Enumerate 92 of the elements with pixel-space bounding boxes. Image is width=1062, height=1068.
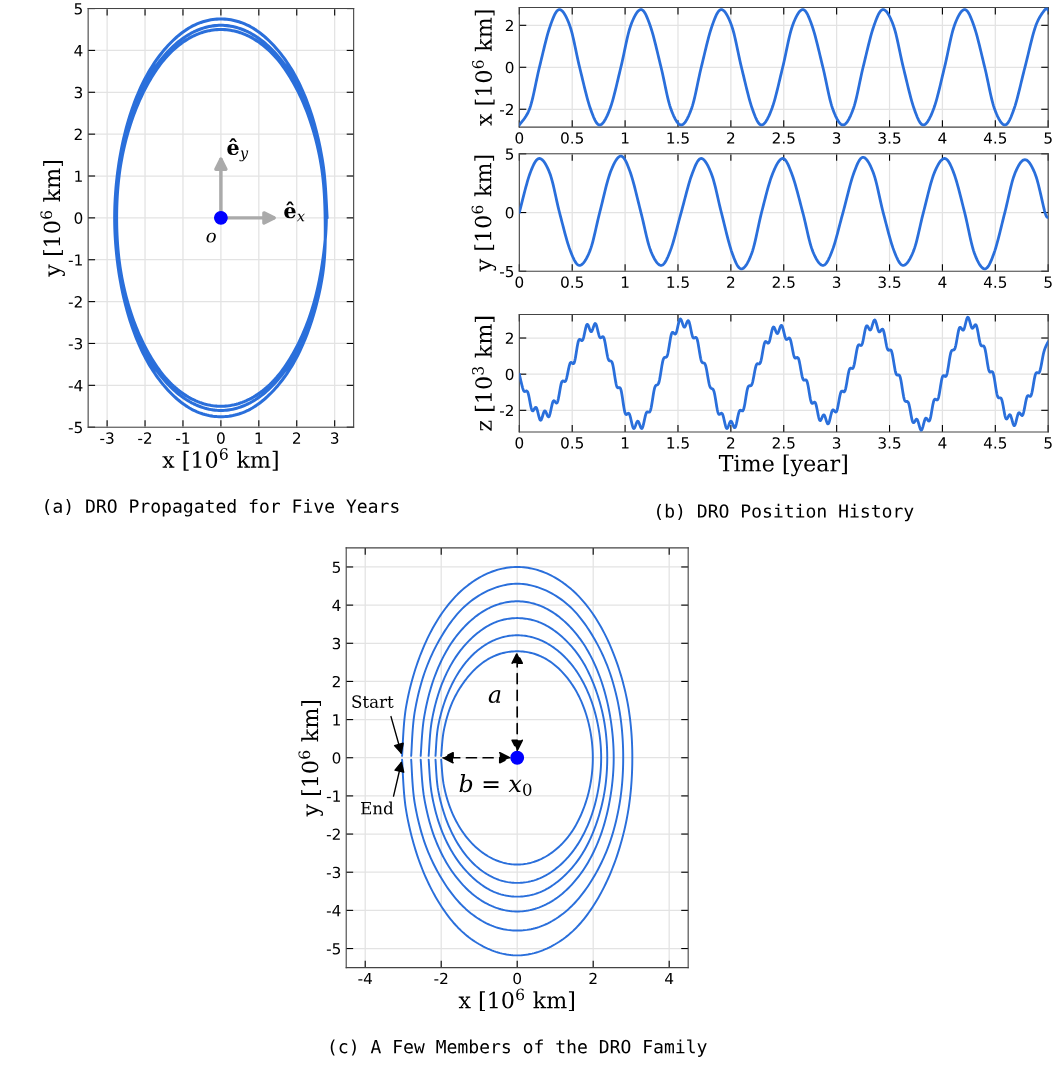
x-tick-label: 3 bbox=[832, 132, 841, 144]
x-tick-label: 1.5 bbox=[667, 437, 689, 449]
annotation: b = x$_{0}$ bbox=[459, 774, 532, 796]
y-tick-label: -5 bbox=[68, 421, 82, 434]
annotation: End bbox=[361, 801, 394, 815]
y-tick-label: 0 bbox=[74, 212, 83, 224]
x-tick-label: 0.5 bbox=[561, 437, 584, 449]
x-tick-label: 3.5 bbox=[878, 276, 901, 288]
x-tick-label: 1 bbox=[621, 437, 629, 449]
annotation: a bbox=[488, 690, 501, 704]
y-tick-label: -3 bbox=[68, 337, 83, 350]
x-tick-label: 2 bbox=[589, 972, 597, 985]
x-tick-label: 0 bbox=[515, 276, 524, 288]
y-tick-label: -3 bbox=[326, 866, 341, 879]
y-tick-label: 2 bbox=[505, 332, 513, 344]
x-axis-title: x [10$^{6}$ km] bbox=[458, 988, 574, 1012]
y-tick-label: 3 bbox=[74, 86, 83, 99]
y-axis-title: z [10$^{3}$ km] bbox=[472, 316, 495, 431]
y-tick-label: -5 bbox=[499, 265, 514, 278]
x-axis-title: Time [year] bbox=[718, 454, 847, 477]
y-tick-label: 2 bbox=[332, 675, 340, 688]
x-tick-label: 2.5 bbox=[772, 276, 795, 288]
x-tick-label: 4.5 bbox=[983, 132, 1007, 144]
y-tick-label: 0 bbox=[505, 61, 514, 74]
y-tick-label: -2 bbox=[68, 296, 82, 308]
x-tick-label: 0 bbox=[217, 432, 225, 444]
text: (c) A Few Members of the DRO Family bbox=[330, 1039, 707, 1057]
text: (a) DRO Propagated for Five Years bbox=[45, 498, 399, 517]
x-tick-label: 5 bbox=[1044, 132, 1052, 144]
x-tick-label: 1 bbox=[255, 432, 263, 444]
x-tick-label: 3.5 bbox=[878, 132, 901, 144]
x-tick-label: -2 bbox=[138, 432, 152, 444]
x-tick-label: 4 bbox=[938, 276, 947, 288]
y-tick-label: 0 bbox=[505, 368, 514, 381]
annotation: Start bbox=[352, 695, 394, 708]
x-tick-label: 3 bbox=[832, 276, 841, 288]
text: (b) DRO Position History bbox=[657, 503, 914, 522]
x-tick-label: 1 bbox=[621, 132, 629, 144]
y-tick-label: 1 bbox=[333, 714, 340, 726]
x-tick-label: 5 bbox=[1044, 437, 1052, 449]
y-tick-label: -2 bbox=[499, 404, 513, 417]
x-axis-title: x [10$^{6}$ km] bbox=[162, 448, 278, 471]
y-axis-title: y [10$^{6}$ km] bbox=[40, 161, 65, 277]
y-axis-title: x [10$^{6}$ km] bbox=[472, 10, 495, 126]
x-tick-label: 0.5 bbox=[561, 276, 584, 288]
x-tick-label: 4 bbox=[938, 437, 947, 449]
x-tick-label: 0 bbox=[515, 437, 524, 449]
x-tick-label: 3 bbox=[832, 437, 841, 449]
x-tick-label: -3 bbox=[100, 432, 114, 444]
y-tick-label: 0 bbox=[332, 752, 341, 764]
x-tick-label: 2 bbox=[727, 437, 735, 449]
x-tick-label: 0 bbox=[515, 132, 524, 144]
y-tick-label: -5 bbox=[326, 943, 341, 955]
x-tick-label: 4.5 bbox=[983, 437, 1007, 449]
y-tick-label: 4 bbox=[74, 45, 83, 57]
x-tick-label: 0.5 bbox=[561, 132, 584, 144]
y-tick-label: 5 bbox=[74, 3, 82, 15]
y-tick-label: -4 bbox=[326, 905, 341, 917]
y-tick-label: 5 bbox=[505, 148, 514, 160]
y-tick-label: 2 bbox=[505, 19, 513, 32]
y-tick-label: -2 bbox=[326, 828, 340, 840]
y-tick-label: 1 bbox=[75, 170, 82, 182]
x-tick-label: -2 bbox=[434, 972, 448, 985]
y-tick-label: -1 bbox=[326, 790, 340, 802]
x-tick-label: 1.5 bbox=[667, 276, 689, 288]
y-tick-label: 3 bbox=[332, 637, 341, 650]
x-tick-label: 2.5 bbox=[772, 437, 795, 449]
x-tick-label: 4 bbox=[938, 132, 947, 144]
x-tick-label: 1.5 bbox=[667, 132, 689, 144]
annotation: ê$_{x}$ bbox=[284, 201, 305, 222]
annotation: o bbox=[206, 232, 216, 243]
x-tick-label: 0 bbox=[513, 972, 522, 985]
x-tick-label: -1 bbox=[176, 432, 190, 444]
y-tick-label: -1 bbox=[68, 254, 82, 266]
annotation: ê$_{y}$ bbox=[227, 138, 249, 162]
y-tick-label: -4 bbox=[68, 380, 83, 392]
y-axis-title: y [10$^{6}$ km] bbox=[471, 155, 497, 272]
x-tick-label: -4 bbox=[358, 972, 372, 985]
y-tick-label: 5 bbox=[332, 561, 341, 573]
x-tick-label: 2 bbox=[293, 432, 301, 444]
x-tick-label: 4.5 bbox=[983, 276, 1007, 288]
x-tick-label: 2.5 bbox=[772, 132, 795, 144]
y-axis-title: y [10$^{6}$ km] bbox=[298, 700, 324, 817]
y-tick-label: 0 bbox=[505, 207, 514, 219]
x-tick-label: 4 bbox=[665, 972, 674, 985]
y-tick-label: 4 bbox=[332, 599, 341, 611]
x-tick-label: 2 bbox=[727, 132, 735, 144]
x-tick-label: 3.5 bbox=[878, 437, 901, 449]
x-tick-label: 1 bbox=[621, 276, 629, 288]
y-tick-label: -2 bbox=[499, 103, 513, 116]
x-tick-label: 2 bbox=[727, 276, 735, 288]
x-tick-label: 5 bbox=[1044, 276, 1052, 288]
